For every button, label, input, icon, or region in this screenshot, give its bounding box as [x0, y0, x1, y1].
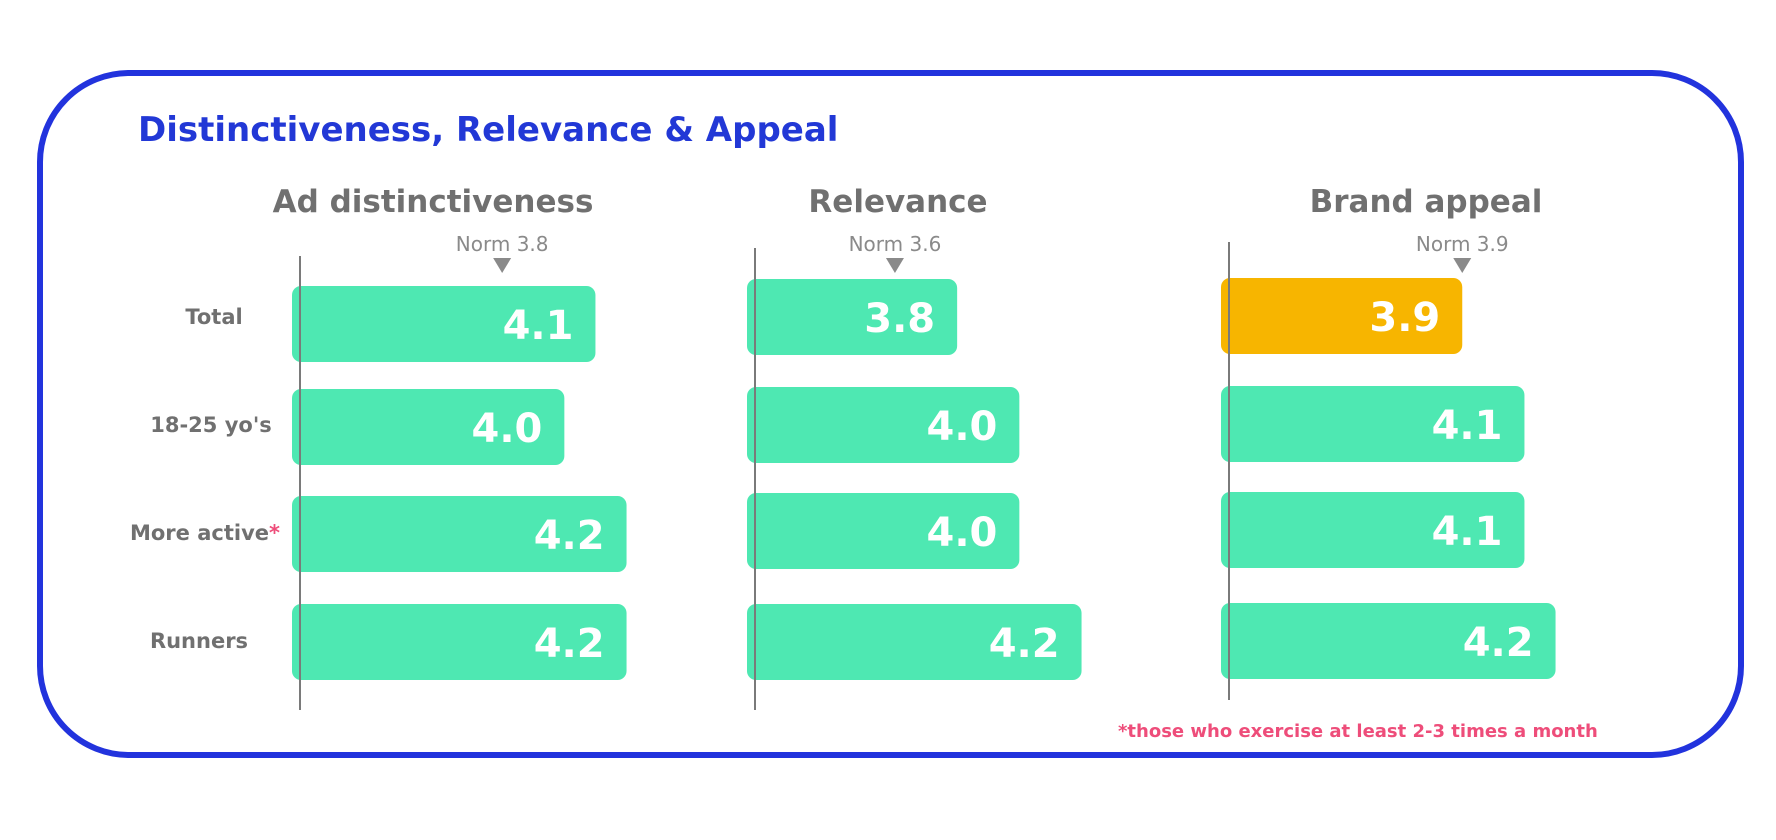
norm-marker-brand-appeal — [1453, 258, 1472, 273]
data-label-relevance-runners: 4.2 — [989, 621, 1060, 667]
bar-relevance-total — [747, 279, 958, 355]
data-label-ad-distinctiveness-runners: 4.2 — [534, 621, 605, 667]
data-label-relevance-total: 3.8 — [864, 296, 935, 342]
data-label-brand-appeal-runners: 4.2 — [1463, 620, 1534, 666]
data-label-relevance-18-25-yo-s: 4.0 — [926, 404, 997, 450]
bar-brand-appeal-total — [1221, 278, 1463, 354]
row-label-total: Total — [185, 305, 243, 329]
bar-relevance-runners — [747, 604, 1082, 680]
bar-brand-appeal-runners — [1221, 603, 1556, 679]
panel-title-brand-appeal: Brand appeal — [1310, 184, 1543, 220]
bar-relevance-more-active — [747, 493, 1020, 569]
panel-title-ad-distinctiveness: Ad distinctiveness — [273, 184, 594, 220]
row-label-18-25: 18-25 yo's — [150, 413, 272, 437]
data-label-brand-appeal-more-active: 4.1 — [1432, 509, 1503, 555]
panel-title-relevance: Relevance — [808, 184, 987, 220]
bar-brand-appeal-18-25-yo-s — [1221, 386, 1525, 462]
chart-frame — [37, 70, 1744, 758]
footnote-marker: * — [269, 521, 280, 545]
data-label-brand-appeal-18-25-yo-s: 4.1 — [1432, 403, 1503, 449]
bar-ad-distinctiveness-18-25-yo-s — [292, 389, 565, 465]
data-label-relevance-more-active: 4.0 — [926, 510, 997, 556]
row-label-runners: Runners — [149, 629, 249, 653]
row-label-more-active: More active* — [129, 521, 280, 545]
data-label-ad-distinctiveness-18-25-yo-s: 4.0 — [471, 406, 542, 452]
bar-ad-distinctiveness-more-active — [292, 496, 627, 572]
chart-title: Distinctiveness, Relevance & Appeal — [138, 110, 839, 150]
data-label-ad-distinctiveness-more-active: 4.2 — [534, 513, 605, 559]
footnote: *those who exercise at least 2-3 times a… — [1118, 721, 1598, 742]
bar-ad-distinctiveness-total — [292, 286, 596, 362]
norm-marker-relevance — [885, 258, 904, 273]
norm-label-brand-appeal: Norm 3.9 — [1416, 232, 1509, 256]
norm-label-relevance: Norm 3.6 — [849, 232, 942, 256]
data-label-ad-distinctiveness-total: 4.1 — [503, 303, 574, 349]
norm-marker-ad-distinctiveness — [493, 258, 512, 273]
norm-label-ad-distinctiveness: Norm 3.8 — [456, 232, 549, 256]
bar-ad-distinctiveness-runners — [292, 604, 627, 680]
bar-relevance-18-25-yo-s — [747, 387, 1020, 463]
bar-brand-appeal-more-active — [1221, 492, 1525, 568]
data-label-brand-appeal-total: 3.9 — [1369, 295, 1440, 341]
